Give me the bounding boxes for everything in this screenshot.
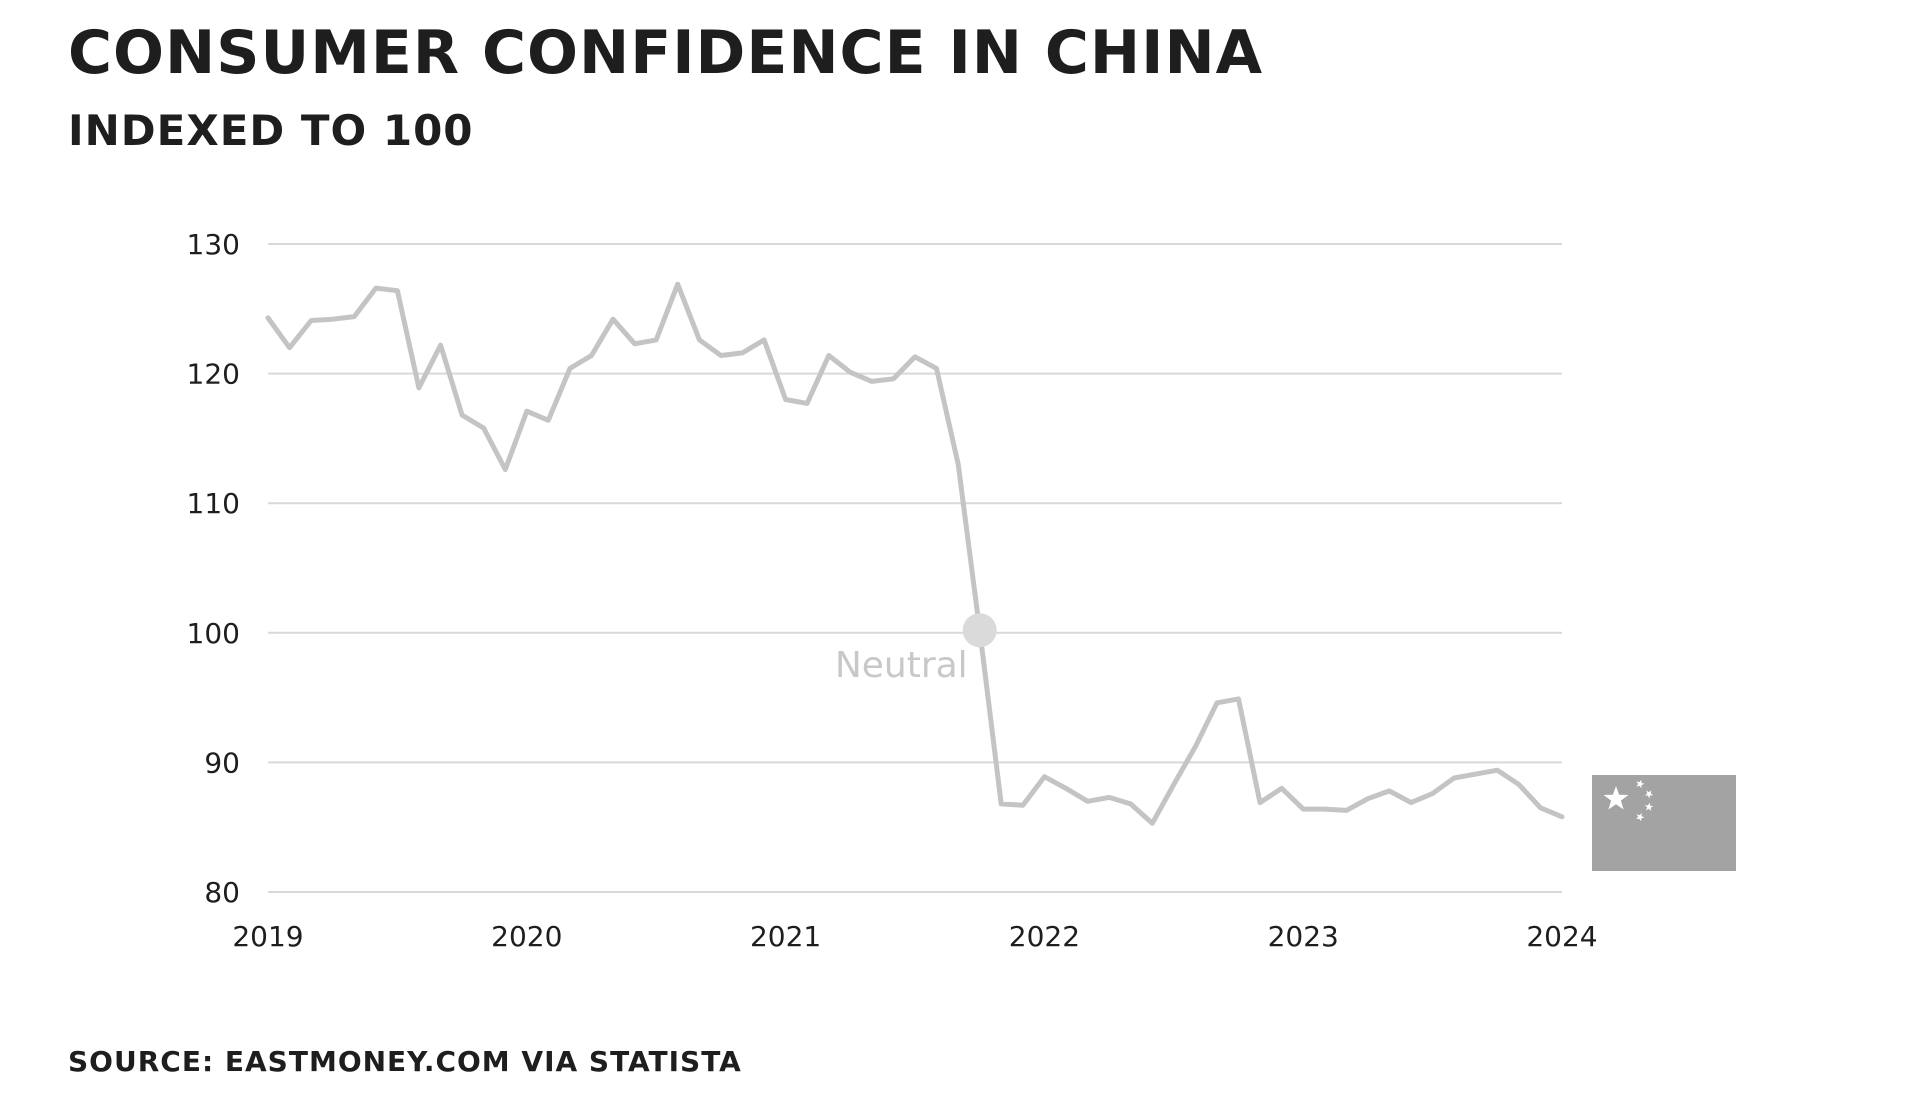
- x-tick-label-2019: 2019: [232, 920, 303, 953]
- series-line-0: [265, 281, 1565, 826]
- y-axis-ticks: 80 90 100 110 120 130: [187, 228, 240, 909]
- x-axis-ticks: 2019 2020 2021 2022 2023 2024: [232, 920, 1597, 953]
- flag-small-star-4: [1636, 812, 1645, 822]
- x-tick-label-2021: 2021: [750, 920, 821, 953]
- flag-small-star-3: [1644, 802, 1654, 811]
- annotation-marker-0: [962, 613, 997, 648]
- flag-large-star: [1603, 786, 1629, 810]
- x-tick-label-2024: 2024: [1526, 920, 1597, 953]
- x-tick-label-2022: 2022: [1009, 920, 1080, 953]
- y-tick-label-100: 100: [187, 617, 240, 650]
- chart-subtitle: INDEXED TO 100: [68, 106, 474, 155]
- flag-background: [1592, 775, 1736, 871]
- annotation-layer: Neutral: [835, 613, 997, 686]
- y-tick-label-80: 80: [204, 876, 240, 909]
- flag-small-star-1: [1636, 779, 1645, 789]
- grid-layer: [268, 243, 1562, 893]
- y-tick-label-110: 110: [187, 487, 240, 520]
- chart-title: CONSUMER CONFIDENCE IN CHINA: [68, 18, 1264, 88]
- y-tick-label-90: 90: [204, 746, 240, 779]
- source-note: SOURCE: EASTMONEY.COM VIA STATISTA: [68, 1045, 742, 1078]
- flag-small-star-2: [1644, 790, 1654, 799]
- x-tick-label-2020: 2020: [491, 920, 562, 953]
- annotation-label-0: Neutral: [835, 645, 968, 686]
- y-tick-label-120: 120: [187, 358, 240, 391]
- china-flag-icon: [1592, 775, 1736, 871]
- x-tick-label-2023: 2023: [1268, 920, 1339, 953]
- series-layer: [265, 281, 1565, 826]
- y-tick-label-130: 130: [187, 228, 240, 261]
